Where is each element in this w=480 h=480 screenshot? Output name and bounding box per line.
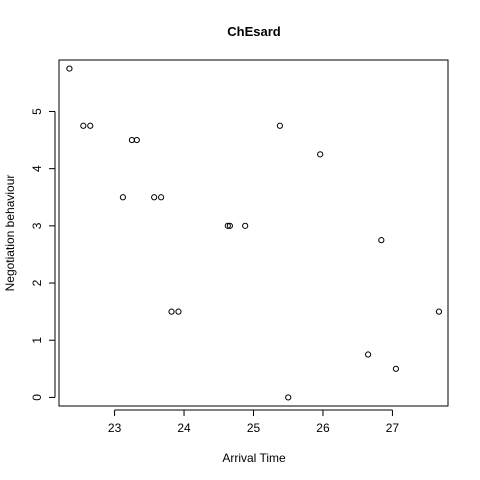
data-point	[80, 122, 87, 129]
data-point	[378, 237, 385, 244]
y-tick-label: 5	[30, 108, 44, 115]
chart-title: ChEsard	[227, 24, 281, 39]
data-point	[392, 365, 400, 372]
data-point	[276, 122, 283, 129]
x-tick-label: 27	[386, 421, 400, 435]
x-axis-label: Arrival Time	[222, 451, 286, 465]
data-point	[119, 194, 127, 201]
data-point	[168, 308, 175, 315]
y-tick-label: 2	[30, 279, 44, 286]
x-tick-label: 25	[247, 421, 261, 435]
x-axis: 23 24 25 26 27	[108, 409, 400, 435]
data-point	[365, 351, 372, 358]
y-tick-label: 4	[30, 165, 44, 172]
data-point	[158, 194, 165, 201]
data-point	[66, 65, 73, 72]
y-tick-label: 3	[30, 222, 44, 229]
data-point	[435, 308, 443, 315]
data-points	[66, 65, 443, 401]
plot-frame	[58, 59, 449, 407]
data-point	[133, 136, 140, 144]
y-tick-label: 1	[30, 337, 44, 344]
x-tick-label: 26	[316, 421, 330, 435]
y-tick-label: 0	[30, 394, 44, 401]
data-point	[242, 222, 249, 229]
x-tick-label: 24	[177, 421, 191, 435]
x-tick-label: 23	[108, 421, 122, 435]
data-point	[285, 394, 292, 401]
y-axis: 0 1 2 3 4 5	[30, 108, 56, 401]
data-point	[317, 151, 324, 158]
data-point	[87, 122, 94, 129]
data-point	[151, 194, 158, 201]
data-point	[224, 222, 231, 229]
y-axis-label: Negotiation behaviour	[3, 175, 17, 292]
data-point	[226, 222, 233, 229]
data-point	[175, 308, 182, 315]
